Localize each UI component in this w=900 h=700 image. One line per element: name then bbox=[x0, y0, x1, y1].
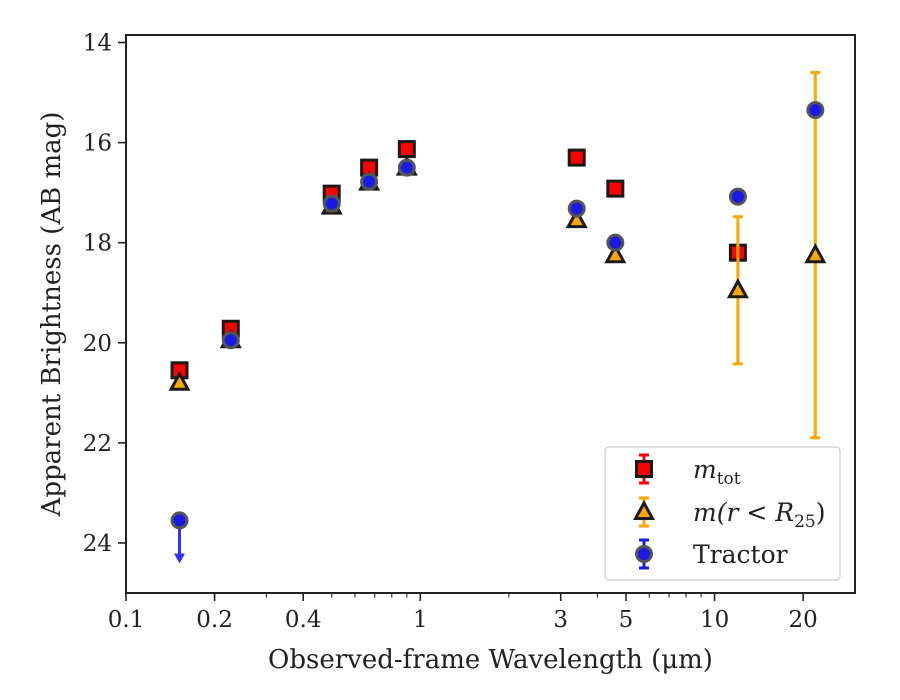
mr25-point bbox=[168, 370, 191, 391]
data-points bbox=[168, 71, 827, 564]
mtot-point bbox=[606, 179, 625, 198]
mr25-point bbox=[604, 243, 627, 264]
y-tick-label: 20 bbox=[83, 331, 112, 357]
legend-marker bbox=[635, 545, 653, 563]
x-tick-label: 0.2 bbox=[196, 607, 233, 633]
legend-label-tractor: Tractor bbox=[693, 540, 788, 569]
mr25-point bbox=[804, 243, 827, 264]
mtot-point bbox=[567, 148, 586, 167]
mr25-point bbox=[726, 278, 749, 299]
legend-box bbox=[604, 446, 841, 581]
y-tick-label: 18 bbox=[83, 231, 112, 257]
legend-label-mtot: mtot bbox=[693, 455, 741, 489]
x-tick-label: 3 bbox=[553, 607, 568, 633]
tractor-point bbox=[322, 194, 341, 213]
legend-marker bbox=[632, 499, 656, 520]
x-tick-label: 20 bbox=[789, 607, 818, 633]
x-tick-label: 10 bbox=[700, 607, 729, 633]
tractor-point bbox=[221, 331, 240, 350]
tractor-point bbox=[567, 199, 586, 218]
tractor-point bbox=[397, 158, 416, 177]
y-tick-label: 24 bbox=[83, 531, 112, 557]
y-axis-label: Apparent Brightness (AB mag) bbox=[37, 112, 67, 518]
tractor-point bbox=[606, 233, 625, 252]
x-tick-label: 1 bbox=[413, 607, 428, 633]
legend-marker bbox=[635, 460, 653, 478]
legend: mtot m(r < R25) Tractor bbox=[604, 446, 841, 581]
x-tick-label: 0.4 bbox=[285, 607, 322, 633]
tractor-point bbox=[170, 511, 189, 530]
tractor-point bbox=[806, 101, 825, 120]
x-tick-label: 5 bbox=[619, 607, 634, 633]
legend-label-mr25: m(r < R25) bbox=[693, 498, 825, 532]
mr25-point bbox=[565, 208, 588, 229]
y-tick-label: 14 bbox=[83, 31, 112, 57]
tractor-point bbox=[728, 187, 747, 206]
axis-ticks: 0.1 0.2 0.4 1 3 5 10 20 14 16 18 20 22 24 bbox=[83, 31, 818, 633]
y-tick-label: 22 bbox=[83, 431, 112, 457]
x-axis-label: Observed-frame Wavelength (μm) bbox=[268, 645, 713, 675]
tractor-point bbox=[360, 172, 379, 191]
y-tick-label: 16 bbox=[83, 131, 112, 157]
x-tick-label: 0.1 bbox=[108, 607, 145, 633]
upper-limit-arrowhead bbox=[174, 553, 186, 564]
plot-frame bbox=[125, 34, 856, 594]
mtot-point bbox=[397, 140, 416, 159]
